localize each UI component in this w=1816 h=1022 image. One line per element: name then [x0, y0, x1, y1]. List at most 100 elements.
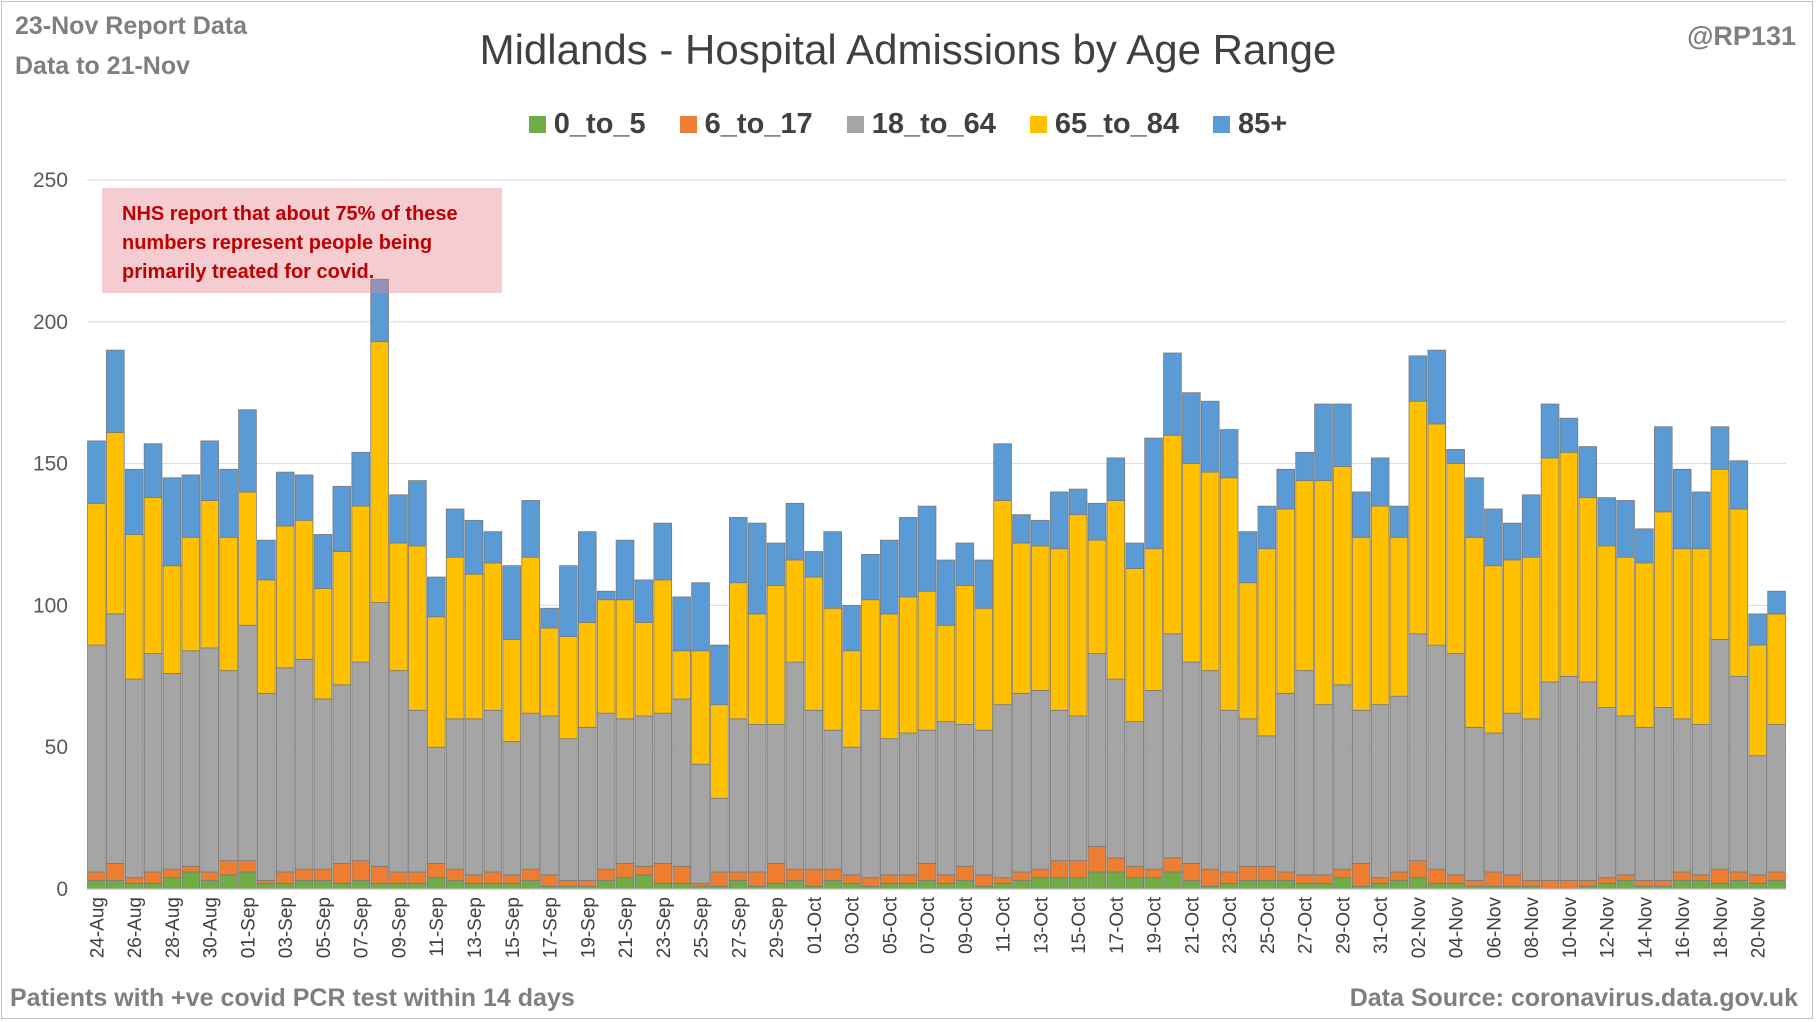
bar-0-to-5-04-Sep: [294, 880, 314, 890]
bar-85-plus-12-Nov: [1597, 497, 1616, 547]
legend-swatch-0-to-5: [528, 116, 546, 133]
bar-0-to-5-31-Aug: [219, 874, 238, 890]
x-tick-label: 23-Oct: [1220, 896, 1241, 954]
bar-18-to-64-02-Nov: [1408, 633, 1428, 862]
bar-65-to-84-05-Oct: [880, 613, 899, 740]
x-tick-label: 29-Sep: [767, 897, 788, 958]
bar-65-to-84-28-Oct: [1314, 480, 1333, 706]
x-tick-label: 07-Oct: [918, 896, 939, 954]
bar-0-to-5-03-Oct: [842, 882, 861, 890]
bar-6-to-17-15-Sep: [502, 874, 522, 884]
bar-85-plus-28-Oct: [1314, 403, 1333, 482]
bar-65-to-84-30-Oct: [1351, 536, 1371, 711]
bar-65-to-84-03-Nov: [1427, 423, 1447, 646]
bar-0-to-5-14-Sep: [483, 882, 503, 890]
bar-6-to-17-05-Sep: [313, 868, 333, 881]
bar-0-to-5-27-Aug: [143, 882, 163, 890]
bar-65-to-84-30-Sep: [785, 559, 805, 663]
y-tick-label: 250: [33, 169, 68, 192]
bar-65-to-84-28-Sep: [747, 613, 767, 725]
bar-65-to-84-09-Nov: [1540, 457, 1560, 683]
bar-18-to-64-18-Oct: [1125, 721, 1144, 867]
bar-85-plus-16-Nov: [1672, 468, 1692, 550]
bar-85-plus-30-Sep: [785, 502, 805, 561]
bar-65-to-84-06-Sep: [332, 551, 352, 686]
bar-65-to-84-29-Aug: [181, 536, 201, 652]
bar-65-to-84-15-Sep: [502, 639, 522, 742]
bar-18-to-64-31-Aug: [219, 670, 238, 862]
bar-0-to-5-25-Oct: [1257, 880, 1277, 890]
bar-6-to-17-14-Oct: [1049, 860, 1069, 879]
bar-6-to-17-22-Oct: [1200, 868, 1220, 887]
x-tick-label: 29-Oct: [1333, 896, 1354, 954]
bar-65-to-84-31-Aug: [219, 536, 238, 672]
bar-85-plus-11-Sep: [426, 576, 446, 618]
bar-85-plus-25-Aug: [106, 349, 125, 433]
bar-6-to-17-14-Sep: [483, 871, 503, 884]
bar-65-to-84-19-Nov: [1729, 508, 1749, 677]
bar-6-to-17-25-Aug: [106, 863, 125, 881]
bar-6-to-17-07-Oct: [917, 863, 937, 881]
legend-label-65-to-84: 65_to_84: [1054, 108, 1179, 140]
bar-18-to-64-29-Oct: [1333, 684, 1352, 870]
bar-18-to-64-13-Nov: [1616, 715, 1635, 876]
bar-65-to-84-13-Sep: [464, 573, 484, 720]
bar-18-to-64-07-Oct: [917, 729, 937, 864]
bar-18-to-64-19-Nov: [1729, 675, 1749, 873]
bar-85-plus-25-Sep: [691, 582, 710, 652]
bar-6-to-17-16-Oct: [1087, 846, 1107, 873]
bar-0-to-5-23-Oct: [1219, 882, 1239, 890]
bar-0-to-5-20-Sep: [596, 880, 616, 890]
bar-0-to-5-16-Oct: [1087, 871, 1107, 890]
bar-18-to-64-28-Sep: [747, 724, 767, 873]
bar-65-to-84-12-Oct: [1012, 542, 1031, 694]
x-tick-label: 17-Sep: [541, 897, 562, 958]
bar-85-plus-29-Aug: [181, 474, 201, 538]
x-tick-label: 16-Nov: [1673, 897, 1694, 959]
bar-65-to-84-17-Nov: [1691, 548, 1711, 725]
bar-18-to-64-16-Oct: [1087, 653, 1107, 847]
bar-65-to-84-19-Oct: [1144, 548, 1163, 691]
bar-18-to-64-08-Sep: [370, 602, 389, 867]
bar-85-plus-01-Nov: [1389, 505, 1409, 538]
bar-6-to-17-01-Nov: [1389, 871, 1409, 881]
bar-6-to-17-10-Sep: [408, 871, 427, 884]
bar-65-to-84-16-Nov: [1672, 548, 1692, 720]
bar-6-to-17-12-Oct: [1012, 871, 1031, 881]
bar-65-to-84-25-Sep: [691, 650, 710, 765]
bar-85-plus-21-Oct: [1182, 392, 1201, 465]
bar-65-to-84-23-Oct: [1219, 477, 1239, 711]
bar-85-plus-31-Oct: [1370, 457, 1390, 507]
bar-65-to-84-27-Oct: [1295, 480, 1314, 672]
x-tick-label: 15-Sep: [503, 897, 524, 958]
bar-6-to-17-13-Nov: [1616, 874, 1635, 881]
bar-0-to-5-03-Nov: [1427, 882, 1447, 890]
bar-0-to-5-20-Oct: [1163, 871, 1182, 890]
bar-65-to-84-21-Oct: [1182, 463, 1201, 663]
bar-18-to-64-13-Sep: [464, 718, 484, 876]
x-tick-label: 12-Nov: [1598, 897, 1619, 959]
bar-0-to-5-29-Aug: [181, 871, 201, 890]
bar-0-to-5-25-Aug: [106, 880, 125, 890]
bar-65-to-84-11-Oct: [993, 500, 1012, 706]
bar-0-to-5-22-Sep: [634, 874, 654, 890]
bar-65-to-84-26-Sep: [710, 704, 729, 799]
bar-6-to-17-05-Oct: [880, 874, 899, 884]
bar-18-to-64-20-Oct: [1163, 633, 1182, 859]
bar-85-plus-06-Oct: [898, 517, 918, 598]
bar-0-to-5-24-Sep: [672, 882, 691, 890]
bar-6-to-17-08-Nov: [1521, 880, 1541, 887]
x-tick-label: 09-Sep: [389, 897, 410, 958]
bar-65-to-84-20-Sep: [596, 599, 616, 714]
annotation-line-2: numbers represent people being: [122, 232, 433, 254]
bar-65-to-84-24-Oct: [1238, 582, 1258, 720]
bar-85-plus-28-Sep: [747, 522, 767, 615]
bar-18-to-64-31-Oct: [1370, 704, 1390, 879]
bar-85-plus-23-Oct: [1219, 429, 1239, 479]
x-tick-label: 27-Sep: [729, 897, 750, 958]
bar-18-to-64-08-Oct: [936, 721, 956, 876]
annotation-note: NHS report that about 75% of these numbe…: [102, 188, 502, 293]
bar-0-to-5-07-Sep: [351, 880, 371, 890]
x-tick-label: 24-Aug: [87, 897, 108, 958]
bar-6-to-17-31-Oct: [1370, 877, 1390, 884]
